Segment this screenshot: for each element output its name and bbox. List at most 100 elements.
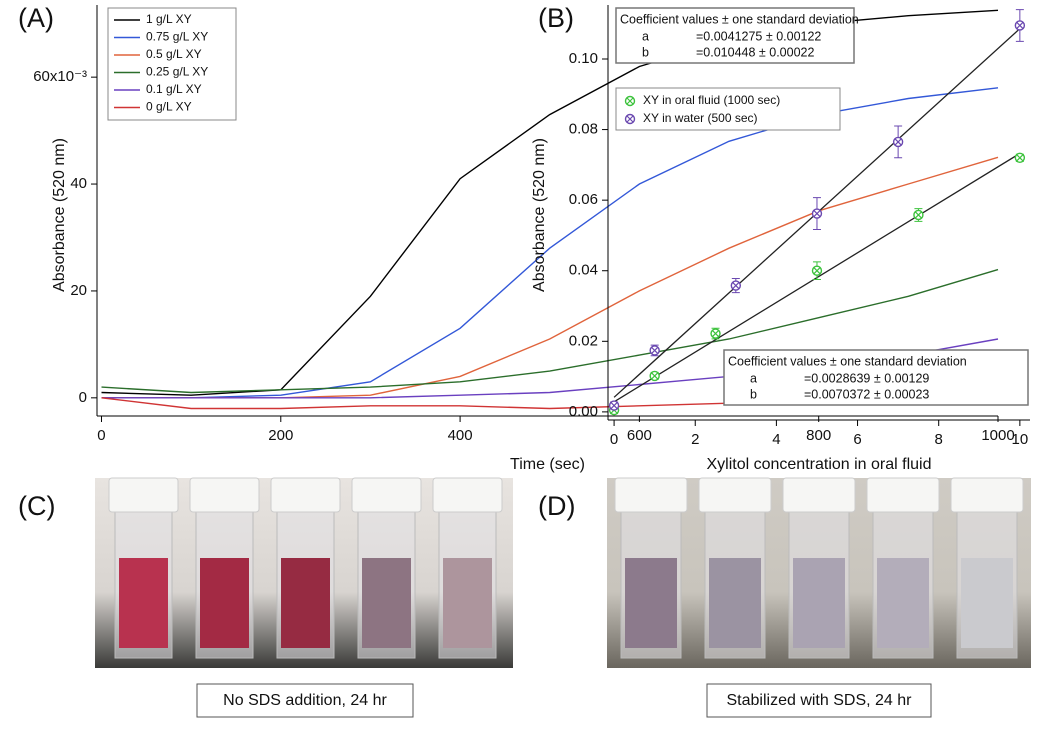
data-point xyxy=(649,370,660,382)
liquid xyxy=(443,558,492,648)
coefficient-name: a xyxy=(750,371,757,385)
marker-cross xyxy=(626,115,634,123)
liquid xyxy=(961,558,1013,648)
coefficient-title: Coefficient values ± one standard deviat… xyxy=(728,354,967,368)
cap xyxy=(614,477,688,513)
marker-cross xyxy=(732,282,740,289)
caption-box xyxy=(196,683,414,718)
legend-label: XY in water (500 sec) xyxy=(643,111,758,125)
liquid xyxy=(625,558,677,648)
photo-caption: No SDS addition, 24 hr xyxy=(223,692,387,709)
x-tick-label: 0 xyxy=(610,431,618,448)
x-tick-label: 8 xyxy=(935,431,943,448)
y-axis-label: Absorbance (520 nm) xyxy=(531,138,548,292)
x-tick-label: 1000 xyxy=(981,427,1014,444)
data-point xyxy=(710,328,721,339)
coefficient-value: =0.0070372 ± 0.00023 xyxy=(804,387,929,401)
caption-box xyxy=(706,683,932,718)
y-tick-label: 0 xyxy=(79,389,87,406)
y-axis-label: Absorbance (520 nm) xyxy=(51,138,68,292)
legend-box xyxy=(615,87,841,131)
marker-cross xyxy=(1016,22,1024,29)
coefficient-title: Coefficient values ± one standard deviat… xyxy=(620,12,859,26)
marker-cross xyxy=(651,372,659,380)
legend-label: 0.25 g/L XY xyxy=(146,65,208,79)
legend-label: 0.75 g/L XY xyxy=(146,30,208,44)
data-point xyxy=(649,345,660,356)
marker-cross xyxy=(813,210,821,217)
data-point xyxy=(913,209,924,221)
panel-label: (B) xyxy=(538,3,574,33)
coefficient-name: a xyxy=(642,29,649,43)
coefficient-value: =0.0028639 ± 0.00129 xyxy=(804,371,929,385)
y-tick-label: 60x10⁻³ xyxy=(33,68,87,85)
liquid xyxy=(362,558,411,648)
series-line xyxy=(101,87,999,399)
marker-cross xyxy=(813,267,821,275)
legend-label: 0 g/L XY xyxy=(146,100,192,114)
x-tick-label: 0 xyxy=(97,427,105,444)
liquid xyxy=(200,558,249,648)
cap xyxy=(782,477,856,513)
y-tick-label: 0.00 xyxy=(569,403,598,420)
cap xyxy=(189,477,260,513)
data-point xyxy=(892,136,904,148)
y-tick-label: 0.02 xyxy=(569,332,598,349)
x-tick-label: 200 xyxy=(268,427,293,444)
panel-label: (C) xyxy=(18,491,55,521)
x-tick-label: 600 xyxy=(627,427,652,444)
photo xyxy=(607,477,1031,668)
legend-label: 0.1 g/L XY xyxy=(146,82,202,96)
y-tick-label: 0.08 xyxy=(569,121,598,138)
y-tick-label: 0.10 xyxy=(569,50,598,67)
y-tick-label: 40 xyxy=(70,175,87,192)
data-point xyxy=(1014,20,1026,31)
coefficient-name: b xyxy=(750,387,757,401)
legend-box xyxy=(107,7,237,121)
cap xyxy=(108,477,179,513)
x-axis-label: Time (sec) xyxy=(510,456,585,473)
x-tick-label: 4 xyxy=(772,431,780,448)
cap xyxy=(866,477,940,513)
marker-cross xyxy=(610,402,618,409)
marker-cross xyxy=(1016,154,1024,162)
coefficient-name: b xyxy=(642,45,649,59)
x-axis-label: Xylitol concentration in oral fluid xyxy=(706,456,931,473)
x-tick-label: 400 xyxy=(448,427,473,444)
cap xyxy=(698,477,772,513)
x-tick-label: 2 xyxy=(691,431,699,448)
coefficient-box xyxy=(615,7,855,64)
panel-label: (A) xyxy=(18,3,54,33)
liquid xyxy=(793,558,845,648)
marker-cross xyxy=(651,347,659,354)
marker-cross xyxy=(626,97,634,105)
legend-label: 1 g/L XY xyxy=(146,12,192,26)
cap xyxy=(270,477,341,513)
x-tick-label: 800 xyxy=(806,427,831,444)
data-point xyxy=(811,265,823,276)
data-point xyxy=(1014,152,1026,164)
legend-label: 0.5 g/L XY xyxy=(146,47,202,61)
legend-swatch xyxy=(624,113,636,125)
series-line xyxy=(101,268,999,394)
liquid xyxy=(119,558,168,648)
marker-cross xyxy=(894,138,902,146)
liquid xyxy=(709,558,761,648)
panel-label: (D) xyxy=(538,491,575,521)
legend-label: XY in oral fluid (1000 sec) xyxy=(643,93,780,107)
data-point xyxy=(811,208,823,219)
x-tick-label: 10 xyxy=(1012,431,1029,448)
liquid xyxy=(281,558,330,648)
coefficient-value: =0.010448 ± 0.00022 xyxy=(696,45,814,59)
liquid xyxy=(877,558,929,648)
y-tick-label: 20 xyxy=(70,282,87,299)
cap xyxy=(950,477,1024,513)
cap xyxy=(432,477,503,513)
x-tick-label: 6 xyxy=(853,431,861,448)
photo xyxy=(95,477,513,668)
y-tick-label: 0.06 xyxy=(569,191,598,208)
data-point xyxy=(730,280,742,291)
legend-swatch xyxy=(624,95,636,107)
coefficient-box xyxy=(723,349,1029,406)
